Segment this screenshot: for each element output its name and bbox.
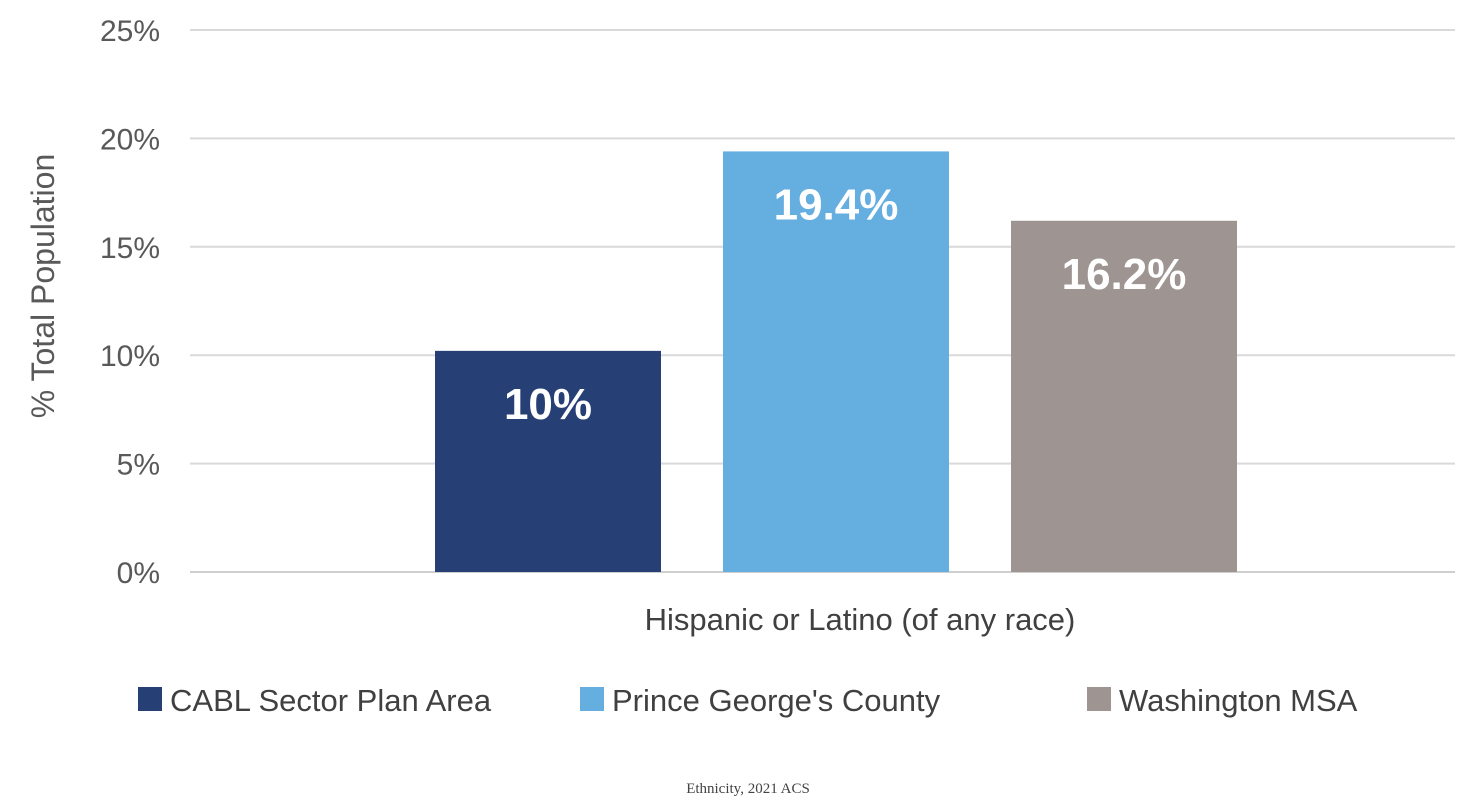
bars: [435, 151, 1237, 572]
bar-0: [435, 350, 661, 572]
data-label-1: 19.4%: [774, 180, 899, 229]
data-labels: 10% 19.4% 16.2%: [504, 180, 1186, 428]
legend-label-2: Washington MSA: [1119, 683, 1358, 718]
y-tick-label: 0%: [117, 557, 160, 590]
data-label-0: 10%: [504, 380, 592, 429]
chart-caption: Ethnicity, 2021 ACS: [686, 781, 810, 797]
y-axis-title: % Total Population: [25, 154, 61, 418]
legend-swatch-2: [1087, 687, 1111, 711]
y-tick-label: 5%: [117, 449, 160, 482]
legend-label-1: Prince George's County: [612, 683, 941, 718]
legend-swatch-0: [138, 687, 162, 711]
legend: CABL Sector Plan Area Prince George's Cou…: [138, 683, 1358, 718]
bar-2: [1011, 220, 1237, 572]
data-label-2: 16.2%: [1062, 250, 1187, 299]
bar-1: [723, 151, 949, 572]
y-tick-label: 20%: [100, 123, 160, 156]
legend-swatch-1: [580, 687, 604, 711]
legend-label-0: CABL Sector Plan Area: [170, 683, 492, 718]
category-label: Hispanic or Latino (of any race): [645, 602, 1076, 637]
y-axis-ticks: 0% 5% 10% 15% 20% 25%: [100, 15, 160, 590]
y-tick-label: 25%: [100, 15, 160, 48]
y-tick-label: 10%: [100, 340, 160, 373]
y-tick-label: 15%: [100, 232, 160, 265]
